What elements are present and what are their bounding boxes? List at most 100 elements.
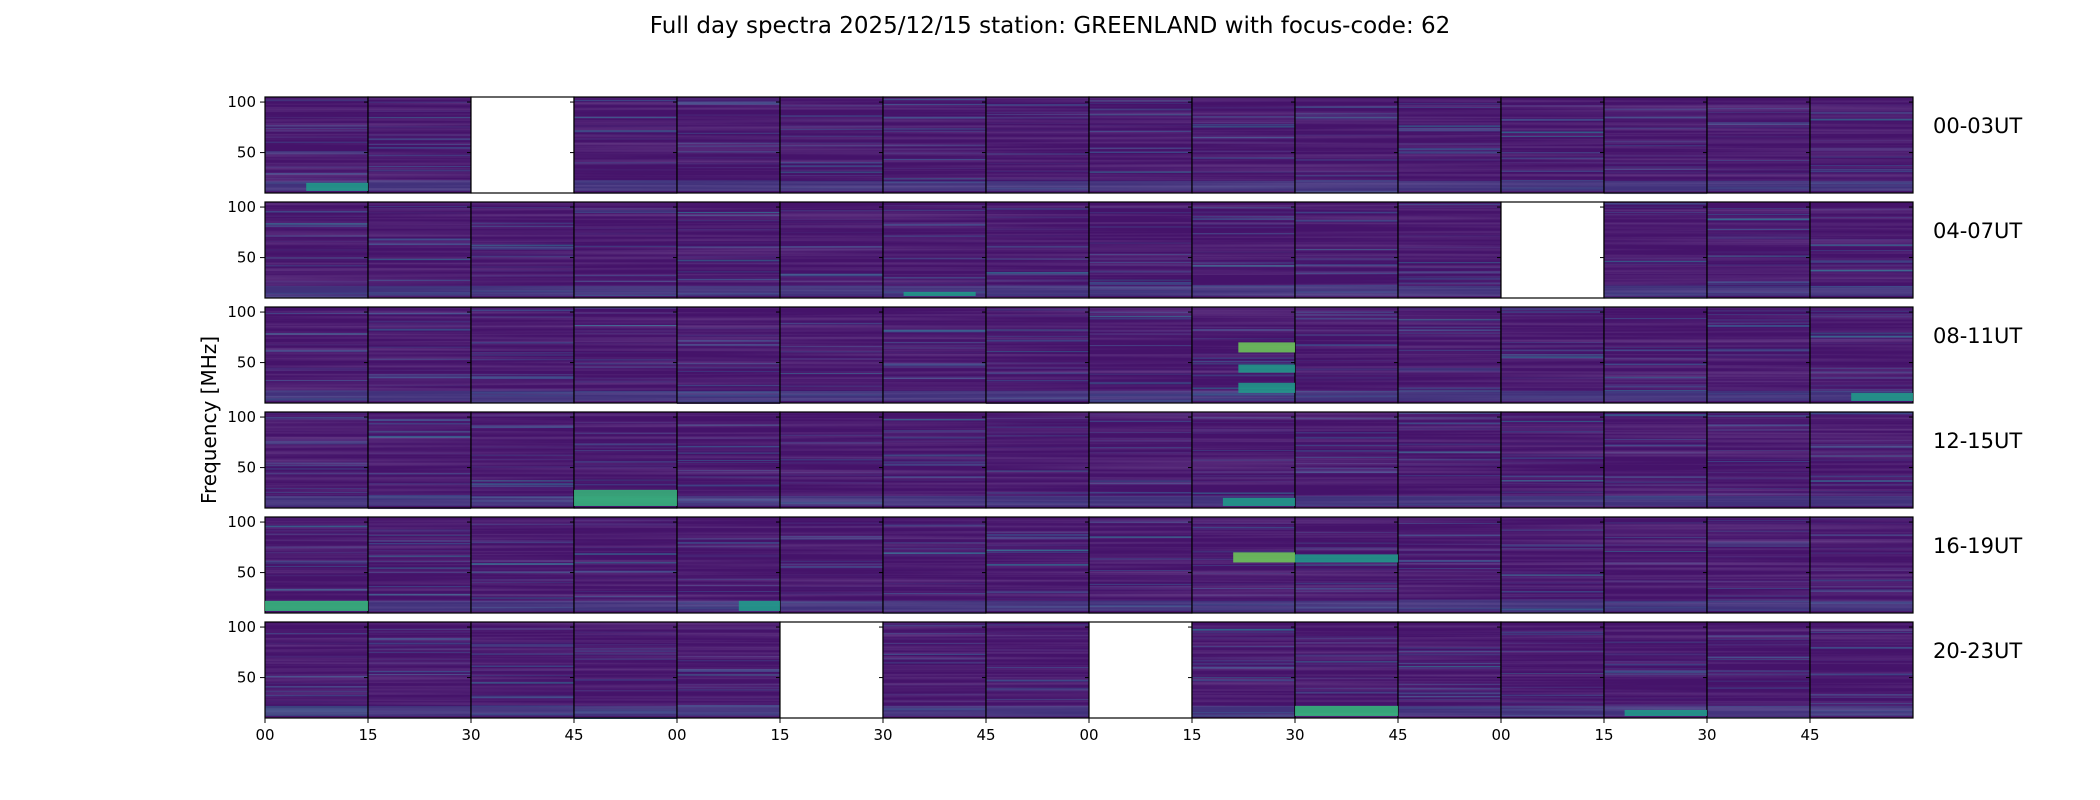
missing-panel: [780, 622, 883, 718]
spectrogram-texture: [986, 307, 1089, 403]
spectrogram-texture: [368, 412, 471, 508]
spectrogram-texture: [265, 517, 368, 613]
spectrogram-texture: [574, 622, 677, 718]
spectrogram-texture: [1707, 202, 1810, 298]
spectrogram-texture: [677, 517, 780, 613]
spectrogram-texture: [1604, 307, 1707, 403]
spectrogram-texture: [677, 307, 780, 403]
x-tick-label: 15: [770, 726, 789, 744]
spectrogram-texture: [265, 307, 368, 403]
spectrogram-texture: [1707, 412, 1810, 508]
panel-frame: [1809, 201, 1914, 299]
spectrogram-texture: [1501, 517, 1604, 613]
spectrogram-texture: [471, 622, 574, 718]
spectrogram-texture: [1810, 202, 1913, 298]
panel-frame: [1809, 411, 1914, 509]
spectrogram-texture: [1604, 622, 1707, 718]
y-tick-label: 50: [237, 669, 256, 687]
spectrogram-texture: [1501, 412, 1604, 508]
spectrogram-texture: [1604, 517, 1707, 613]
spectrogram-texture: [677, 622, 780, 718]
spectrogram-texture: [265, 97, 368, 193]
x-tick-label: 30: [461, 726, 480, 744]
spectrogram-texture: [1810, 517, 1913, 613]
x-tick-label: 30: [873, 726, 892, 744]
emission-hotspot: [1295, 554, 1398, 563]
spectrogram-texture: [1192, 202, 1295, 298]
spectrogram-texture: [677, 412, 780, 508]
spectrogram-texture: [1604, 97, 1707, 193]
spectrogram-texture: [780, 307, 883, 403]
spectrogram-texture: [265, 202, 368, 298]
y-tick-label: 100: [227, 618, 256, 636]
x-tick-label: 30: [1285, 726, 1304, 744]
spectrogram-texture: [1707, 97, 1810, 193]
spectrogram-texture: [1295, 622, 1398, 718]
spectrogram-texture: [265, 412, 368, 508]
emission-hotspot: [1238, 342, 1295, 353]
missing-panel: [1501, 202, 1604, 298]
spectrogram-texture: [780, 97, 883, 193]
missing-panel: [471, 97, 574, 193]
spectrogram-texture: [1089, 202, 1192, 298]
panel-frame: [1809, 516, 1914, 614]
spectrogram-texture: [883, 97, 986, 193]
row-time-label: 00-03UT: [1933, 114, 2022, 138]
spectrogram-texture: [1398, 97, 1501, 193]
emission-hotspot: [1295, 705, 1398, 716]
spectrogram-texture: [1501, 307, 1604, 403]
spectrogram-texture: [1810, 307, 1913, 403]
emission-hotspot: [1222, 497, 1295, 506]
row-time-label: 16-19UT: [1933, 534, 2022, 558]
spectrogram-texture: [574, 307, 677, 403]
x-tick-label: 45: [564, 726, 583, 744]
row-time-label: 12-15UT: [1933, 429, 2022, 453]
spectrogram-texture: [1192, 517, 1295, 613]
spectrogram-texture: [368, 622, 471, 718]
spectrogram-texture: [368, 202, 471, 298]
panel-frame: [1809, 306, 1914, 404]
spectrogram-texture: [471, 412, 574, 508]
emission-hotspot: [306, 182, 368, 191]
spectrogram-texture: [1398, 202, 1501, 298]
spectrogram-texture: [1089, 307, 1192, 403]
spectrogram-texture: [883, 517, 986, 613]
chart-title: Full day spectra 2025/12/15 station: GRE…: [650, 13, 1451, 39]
spectrogram-texture: [574, 202, 677, 298]
spectrogram-texture: [1089, 97, 1192, 193]
y-tick-label: 100: [227, 198, 256, 216]
x-tick-label: 15: [1594, 726, 1613, 744]
spectra-panels: 50 100 00-03UT 50 100 04-07UT 50 100 08-11UT 50 10…: [227, 93, 2022, 744]
spectrogram-texture: [883, 202, 986, 298]
spectrogram-texture: [1295, 307, 1398, 403]
y-tick-label: 50: [237, 354, 256, 372]
spectrogram-texture: [677, 202, 780, 298]
y-tick-label: 100: [227, 513, 256, 531]
y-tick-label: 50: [237, 144, 256, 162]
x-tick-label: 30: [1697, 726, 1716, 744]
spectrogram-texture: [883, 622, 986, 718]
y-tick-label: 50: [237, 249, 256, 267]
row-time-label: 04-07UT: [1933, 219, 2022, 243]
x-tick-label: 45: [976, 726, 995, 744]
spectrogram-texture: [1707, 307, 1810, 403]
x-tick-label: 15: [358, 726, 377, 744]
emission-hotspot: [574, 489, 677, 506]
spectrogram-texture: [1501, 97, 1604, 193]
spectrogram-texture: [677, 97, 780, 193]
emission-hotspot: [265, 600, 368, 611]
spectrogram-texture: [986, 517, 1089, 613]
spectrogram-texture: [986, 622, 1089, 718]
spectrogram-texture: [883, 307, 986, 403]
spectrogram-texture: [780, 202, 883, 298]
emission-hotspot: [1233, 552, 1295, 563]
emission-hotspot: [1624, 709, 1707, 716]
spectrogram-texture: [1810, 412, 1913, 508]
y-tick-label: 50: [237, 459, 256, 477]
row-time-label: 20-23UT: [1933, 639, 2022, 663]
x-tick-label: 00: [667, 726, 686, 744]
spectrogram-texture: [1089, 517, 1192, 613]
x-tick-label: 45: [1388, 726, 1407, 744]
emission-hotspot: [1851, 392, 1913, 401]
spectrogram-texture: [780, 412, 883, 508]
